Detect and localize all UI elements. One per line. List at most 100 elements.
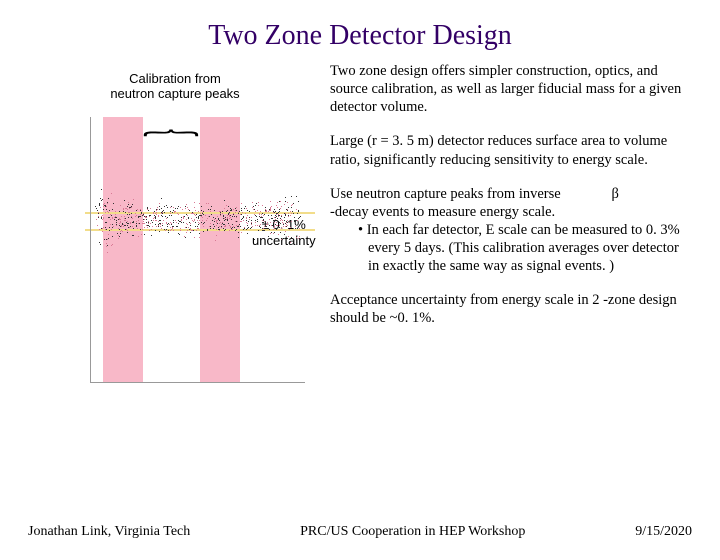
- scatter-point: [294, 221, 295, 222]
- scatter-point: [276, 205, 277, 206]
- scatter-point: [279, 209, 280, 210]
- scatter-point: [237, 221, 238, 222]
- scatter-point: [294, 220, 295, 221]
- scatter-point: [128, 227, 129, 228]
- scatter-point: [215, 240, 216, 241]
- scatter-point: [299, 217, 300, 218]
- scatter-point: [250, 228, 251, 229]
- scatter-point: [234, 227, 235, 228]
- scatter-point: [186, 232, 187, 233]
- scatter-point: [112, 236, 113, 237]
- left-column: Calibration from neutron capture peaks ︷…: [0, 62, 330, 387]
- scatter-point: [125, 212, 126, 213]
- scatter-point: [274, 220, 275, 221]
- scatter-point: [270, 222, 271, 223]
- scatter-point: [127, 206, 128, 207]
- scatter-point: [148, 222, 149, 223]
- scatter-point: [123, 226, 124, 227]
- scatter-point: [236, 207, 237, 208]
- scatter-point: [195, 226, 196, 227]
- calibration-label: Calibration from neutron capture peaks: [90, 72, 260, 102]
- scatter-point: [272, 218, 273, 219]
- scatter-point: [231, 210, 232, 211]
- scatter-point: [158, 221, 159, 222]
- scatter-point: [102, 199, 103, 200]
- scatter-point: [258, 230, 259, 231]
- scatter-point: [191, 218, 192, 219]
- scatter-point: [277, 207, 278, 208]
- scatter-point: [171, 206, 172, 207]
- scatter-point: [190, 232, 191, 233]
- scatter-point: [213, 224, 214, 225]
- scatter-point: [187, 230, 188, 231]
- scatter-point: [231, 219, 232, 220]
- scatter-point: [99, 242, 100, 243]
- scatter-point: [210, 226, 211, 227]
- scatter-point: [203, 231, 204, 232]
- scatter-point: [159, 206, 160, 207]
- scatter-point: [281, 228, 282, 229]
- scatter-point: [264, 214, 265, 215]
- scatter-point: [291, 205, 292, 206]
- scatter-point: [218, 227, 219, 228]
- scatter-point: [151, 220, 152, 221]
- scatter-point: [238, 237, 239, 238]
- scatter-point: [217, 216, 218, 217]
- footer: Jonathan Link, Virginia Tech PRC/US Coop…: [0, 524, 720, 540]
- scatter-point: [98, 217, 99, 218]
- scatter-point: [135, 216, 136, 217]
- scatter-point: [189, 222, 190, 223]
- scatter-point: [171, 215, 172, 216]
- scatter-point: [104, 205, 105, 206]
- scatter-point: [242, 218, 243, 219]
- scatter-point: [260, 211, 261, 212]
- scatter-point: [270, 208, 271, 209]
- scatter-point: [179, 221, 180, 222]
- scatter-point: [268, 211, 269, 212]
- scatter-point: [244, 208, 245, 209]
- scatter-point: [107, 239, 108, 240]
- scatter-point: [121, 226, 122, 227]
- scatter-point: [119, 223, 120, 224]
- scatter-point: [154, 215, 155, 216]
- scatter-point: [120, 221, 121, 222]
- scatter-point: [147, 209, 148, 210]
- scatter-point: [284, 217, 285, 218]
- scatter-point: [280, 220, 281, 221]
- scatter-point: [241, 214, 242, 215]
- scatter-point: [238, 213, 239, 214]
- scatter-point: [294, 217, 295, 218]
- scatter-point: [199, 233, 200, 234]
- scatter-point: [120, 222, 121, 223]
- scatter-point: [285, 231, 286, 232]
- scatter-point: [127, 209, 128, 210]
- scatter-point: [210, 211, 211, 212]
- scatter-point: [269, 219, 270, 220]
- scatter-point: [171, 229, 172, 230]
- scatter-point: [105, 227, 106, 228]
- paragraph-2: Large (r = 3. 5 m) detector reduces surf…: [330, 132, 690, 168]
- scatter-point: [183, 222, 184, 223]
- scatter-point: [150, 208, 151, 209]
- scatter-point: [278, 212, 279, 213]
- scatter-point: [291, 237, 292, 238]
- scatter-point: [273, 233, 274, 234]
- scatter-point: [112, 244, 113, 245]
- scatter-point: [230, 208, 231, 209]
- scatter-point: [138, 236, 139, 237]
- scatter-point: [278, 234, 279, 235]
- scatter-point: [95, 206, 96, 207]
- scatter-point: [166, 229, 167, 230]
- scatter-point: [159, 209, 160, 210]
- scatter-point: [283, 226, 284, 227]
- scatter-point: [246, 229, 247, 230]
- scatter-point: [121, 216, 122, 217]
- scatter-point: [173, 230, 174, 231]
- scatter-point: [239, 211, 240, 212]
- scatter-point: [219, 211, 220, 212]
- scatter-point: [170, 211, 171, 212]
- p3-lead: Use neutron capture peaks from inverse: [330, 186, 561, 202]
- footer-left: Jonathan Link, Virginia Tech: [28, 524, 190, 540]
- scatter-point: [300, 216, 301, 217]
- scatter-point: [128, 217, 129, 218]
